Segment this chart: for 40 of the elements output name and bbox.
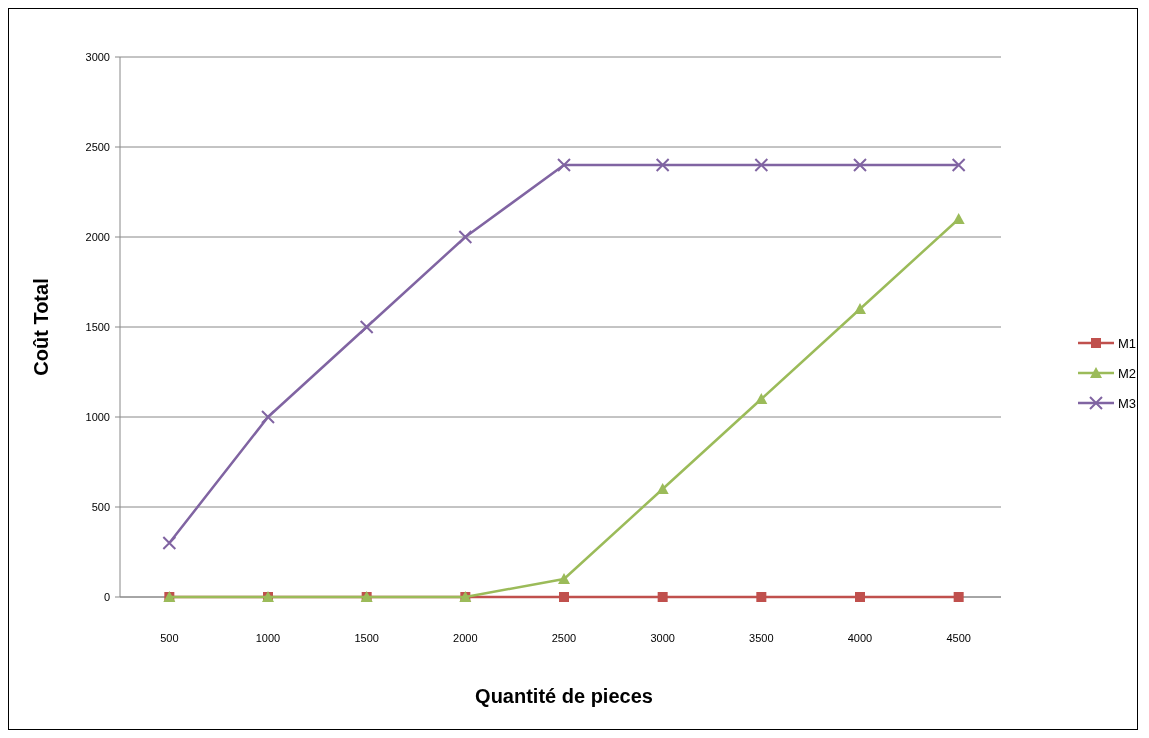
point (951, 158, 966, 172)
point (754, 158, 769, 172)
y-axis-title: Coût Total (30, 278, 52, 376)
x-tick-label: 500 (160, 632, 179, 644)
point (559, 592, 569, 602)
point (755, 393, 768, 404)
x-tick-label: 2000 (453, 632, 478, 644)
y-tick-label: 0 (103, 590, 110, 603)
point (458, 230, 473, 244)
point (162, 536, 177, 550)
point (655, 158, 670, 172)
y-tick-label: 1000 (85, 410, 110, 423)
x-tick-label: 4000 (847, 632, 873, 644)
y-tick-label: 500 (91, 500, 110, 513)
y-tick-label: 3000 (85, 50, 110, 63)
x-tick-label: 4500 (946, 632, 971, 644)
point (656, 483, 669, 494)
legend-label: M3 (1118, 395, 1137, 411)
x-tick-label: 3500 (749, 632, 774, 644)
x-tick-label: 2500 (551, 632, 577, 644)
point (756, 592, 767, 602)
point (953, 592, 964, 602)
point (853, 158, 867, 172)
point (854, 303, 866, 314)
x-tick-label: 3000 (650, 632, 675, 644)
point (558, 573, 570, 584)
x-tick-label: 1000 (255, 632, 281, 644)
point (557, 158, 571, 172)
y-tick-label: 2000 (85, 230, 110, 243)
point (855, 592, 865, 602)
point (261, 410, 275, 424)
x-axis-title: Quantité de pieces (475, 685, 653, 707)
point (952, 213, 965, 224)
y-tick-label: 2500 (85, 140, 110, 153)
y-tick-label: 1500 (85, 320, 110, 333)
point (359, 320, 374, 334)
legend-label: M1 (1118, 335, 1137, 351)
point (657, 592, 668, 602)
legend-label: M2 (1118, 365, 1137, 381)
x-tick-label: 1500 (354, 632, 379, 644)
